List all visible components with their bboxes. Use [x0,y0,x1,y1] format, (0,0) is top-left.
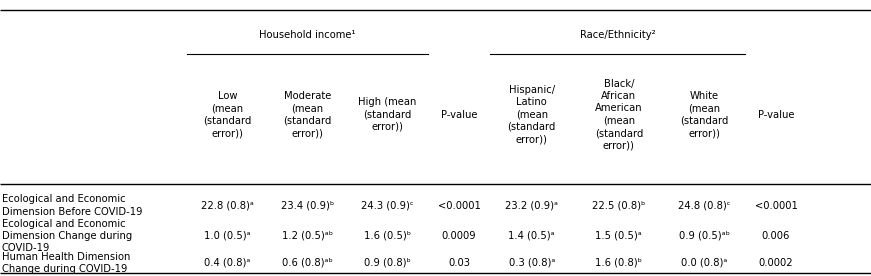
Text: 24.8 (0.8)ᶜ: 24.8 (0.8)ᶜ [679,201,731,211]
Text: Human Health Dimension
Change during COVID-19: Human Health Dimension Change during COV… [2,251,130,274]
Text: P-value: P-value [441,110,477,120]
Text: 1.4 (0.5)ᵃ: 1.4 (0.5)ᵃ [509,231,555,241]
Text: Household income¹: Household income¹ [260,30,355,39]
Text: Race/Ethnicity²: Race/Ethnicity² [580,30,655,39]
Text: 24.3 (0.9)ᶜ: 24.3 (0.9)ᶜ [361,201,414,211]
Text: 1.6 (0.5)ᵇ: 1.6 (0.5)ᵇ [364,231,411,241]
Text: 0.03: 0.03 [448,258,470,268]
Text: P-value: P-value [758,110,794,120]
Text: 1.5 (0.5)ᵃ: 1.5 (0.5)ᵃ [596,231,642,241]
Text: 0.0002: 0.0002 [759,258,793,268]
Text: 22.8 (0.8)ᵃ: 22.8 (0.8)ᵃ [201,201,253,211]
Text: Ecological and Economic
Dimension Before COVID-19: Ecological and Economic Dimension Before… [2,194,142,217]
Text: 0.9 (0.5)ᵃᵇ: 0.9 (0.5)ᵃᵇ [679,231,730,241]
Text: 1.2 (0.5)ᵃᵇ: 1.2 (0.5)ᵃᵇ [282,231,333,241]
Text: 23.4 (0.9)ᵇ: 23.4 (0.9)ᵇ [280,201,334,211]
Text: 0.0 (0.8)ᵃ: 0.0 (0.8)ᵃ [681,258,728,268]
Text: <0.0001: <0.0001 [437,201,481,211]
Text: Low
(mean
(standard
error)): Low (mean (standard error)) [203,91,252,138]
Text: 23.2 (0.9)ᵃ: 23.2 (0.9)ᵃ [505,201,558,211]
Text: 0.3 (0.8)ᵃ: 0.3 (0.8)ᵃ [509,258,555,268]
Text: 0.9 (0.8)ᵇ: 0.9 (0.8)ᵇ [364,258,411,268]
Text: 1.6 (0.8)ᵇ: 1.6 (0.8)ᵇ [596,258,642,268]
Text: Ecological and Economic
Dimension Change during
COVID-19: Ecological and Economic Dimension Change… [2,219,132,253]
Text: White
(mean
(standard
error)): White (mean (standard error)) [680,91,729,138]
Text: 0.4 (0.8)ᵃ: 0.4 (0.8)ᵃ [204,258,251,268]
Text: Black/
African
American
(mean
(standard
error)): Black/ African American (mean (standard … [595,79,643,150]
Text: Moderate
(mean
(standard
error)): Moderate (mean (standard error)) [283,91,332,138]
Text: <0.0001: <0.0001 [754,201,798,211]
Text: 0.006: 0.006 [762,231,790,241]
Text: 0.0009: 0.0009 [442,231,476,241]
Text: 22.5 (0.8)ᵇ: 22.5 (0.8)ᵇ [592,201,645,211]
Text: 0.6 (0.8)ᵃᵇ: 0.6 (0.8)ᵃᵇ [282,258,333,268]
Text: High (mean
(standard
error)): High (mean (standard error)) [358,97,417,132]
Text: 1.0 (0.5)ᵃ: 1.0 (0.5)ᵃ [204,231,251,241]
Text: Hispanic/
Latino
(mean
(standard
error)): Hispanic/ Latino (mean (standard error)) [508,85,556,144]
